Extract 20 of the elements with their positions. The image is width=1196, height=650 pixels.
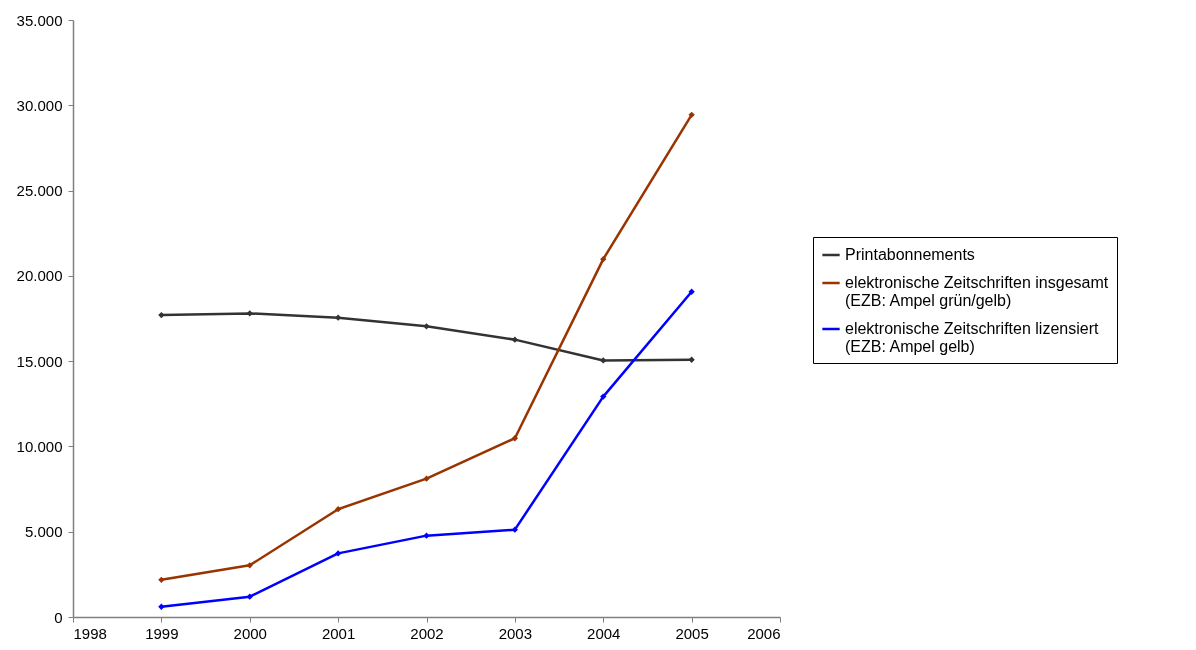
y-tick-label: 5.000 [24, 523, 63, 541]
legend-label: elektronische Zeitschriften lizensiert (EZB: Ampel gelb) [845, 320, 1099, 355]
x-tick-label: 2000 [233, 624, 267, 642]
y-tick-label: 35.000 [16, 11, 63, 29]
x-tick-label: 2002 [410, 624, 444, 642]
x-tick-label: 2001 [321, 624, 356, 642]
x-tick-label: 1998 [73, 624, 107, 642]
x-tick-label: 1999 [145, 624, 179, 642]
x-tick-label: 2006 [747, 624, 781, 642]
y-tick-label: 10.000 [16, 437, 63, 455]
x-tick-label: 2003 [498, 624, 533, 642]
legend-label: elektronische Zeitschriften insgesamt (EZB: Ampel grün/gelb) [845, 274, 1109, 309]
y-tick-label: 20.000 [16, 267, 63, 285]
y-tick-label: 0 [54, 608, 63, 626]
y-tick-label: 25.000 [16, 182, 63, 200]
x-tick-label: 2004 [587, 624, 621, 642]
x-tick-label: 2005 [675, 624, 709, 642]
y-tick-label: 15.000 [16, 352, 63, 370]
legend-label: Printabonnements [845, 246, 975, 263]
y-tick-label: 30.000 [16, 96, 63, 114]
